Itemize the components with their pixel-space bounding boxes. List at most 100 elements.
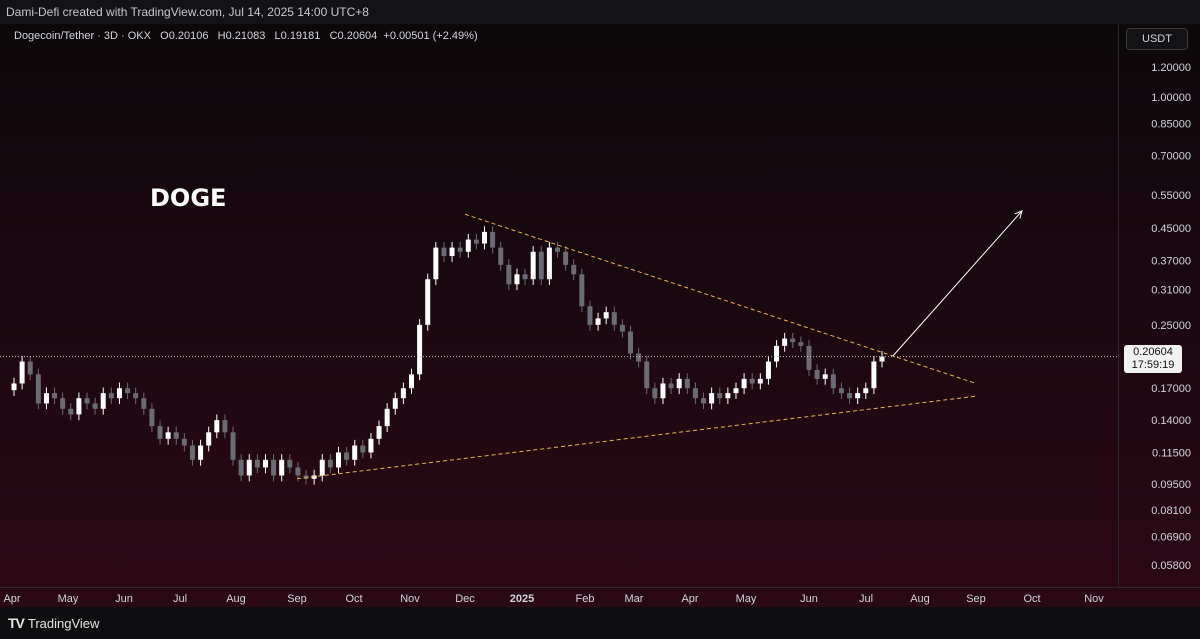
time-axis[interactable]: Apr May Jun Jul Aug Sep Oct Nov Dec 2025 Feb Mar Apr… xyxy=(0,587,1200,608)
candle-body xyxy=(717,393,723,399)
price-tick-label: 1.20000 xyxy=(1151,62,1191,74)
price-tick-label: 0.11500 xyxy=(1152,447,1191,459)
candle-body xyxy=(230,432,236,460)
low-value: 0.19181 xyxy=(280,30,321,42)
candle-body xyxy=(92,403,98,409)
candle-body xyxy=(611,312,617,325)
candle-body xyxy=(360,445,366,453)
candle-body xyxy=(173,432,179,439)
time-tick-label: Apr xyxy=(3,593,20,605)
candle-body xyxy=(433,247,439,280)
candle-body xyxy=(368,438,374,453)
time-tick-label: Jun xyxy=(115,593,133,605)
candle-body xyxy=(546,247,552,280)
candle-body xyxy=(157,426,163,439)
time-tick-label: May xyxy=(58,593,79,605)
price-axis[interactable]: 1.20000 1.00000 0.85000 0.70000 0.55000 0.450… xyxy=(1118,24,1200,587)
candle-body xyxy=(538,251,544,280)
candle-body xyxy=(652,388,658,399)
time-tick-label: Sep xyxy=(287,593,307,605)
candle-body xyxy=(198,445,204,460)
candle-body xyxy=(636,353,642,362)
footer-brand: TradingView xyxy=(27,615,100,631)
candle-body xyxy=(465,239,471,252)
price-tick-label: 0.31000 xyxy=(1151,284,1191,296)
attribution-text: Dami-Defi created with TradingView.com, … xyxy=(6,5,369,19)
candle-body xyxy=(692,388,698,399)
candle-body xyxy=(847,393,853,399)
time-tick-label: Jul xyxy=(173,593,187,605)
candle-body xyxy=(319,459,325,476)
open-label: O xyxy=(160,30,169,42)
candle-body xyxy=(684,378,690,389)
low-label: L xyxy=(274,30,281,42)
candle-body xyxy=(76,398,82,415)
close-value: 0.20604 xyxy=(337,30,378,42)
candle-body xyxy=(303,475,309,479)
close-label: C xyxy=(329,30,338,42)
candle-body xyxy=(295,467,301,476)
candle-body xyxy=(344,452,350,460)
candle-body xyxy=(587,306,593,325)
candle-body xyxy=(782,338,788,346)
price-tick-label: 0.08100 xyxy=(1151,505,1191,517)
candle-body xyxy=(189,445,195,460)
price-tick-label: 0.06900 xyxy=(1151,531,1191,543)
candle-body xyxy=(701,398,707,404)
footer-bar: TV TradingView xyxy=(0,607,1200,639)
tradingview-logo-icon: TV xyxy=(8,615,25,631)
candle-body xyxy=(11,383,17,391)
candle-body xyxy=(417,324,423,375)
candle-body xyxy=(838,388,844,394)
candlestick-chart[interactable] xyxy=(0,24,1118,587)
candle-body xyxy=(676,378,682,389)
candle-body xyxy=(457,247,463,252)
candle-body xyxy=(628,331,634,354)
symbol-name: Dogecoin/Tether · 3D · OKX xyxy=(14,30,151,42)
candle-body xyxy=(473,239,479,244)
open-value: 0.20106 xyxy=(168,30,209,42)
chart-area[interactable] xyxy=(0,24,1118,587)
trendline-lower xyxy=(296,395,977,480)
candle-body xyxy=(871,361,877,389)
candle-body xyxy=(165,432,171,439)
candle-body xyxy=(490,231,496,248)
candle-body xyxy=(603,312,609,319)
doge-annotation: DOGE xyxy=(150,184,227,212)
attribution-bar: Dami-Defi created with TradingView.com, … xyxy=(0,0,1200,24)
candle-body xyxy=(287,459,293,468)
candle-body xyxy=(733,388,739,394)
candle-body xyxy=(19,361,25,384)
candle-body xyxy=(214,420,220,433)
candle-body xyxy=(814,369,820,379)
time-tick-label: Aug xyxy=(226,593,246,605)
candle-body xyxy=(60,398,66,409)
ohlc-legend: Dogecoin/Tether · 3D · OKX O0.20106 H0.2… xyxy=(14,30,478,42)
price-tick-label: 0.85000 xyxy=(1151,119,1191,131)
candle-body xyxy=(27,361,33,375)
high-value: 0.21083 xyxy=(225,30,266,42)
candle-body xyxy=(352,445,358,460)
candle-body xyxy=(116,388,122,399)
candle-body xyxy=(668,383,674,389)
candle-body xyxy=(425,279,431,325)
candle-body xyxy=(879,356,885,362)
price-tick-label: 0.55000 xyxy=(1151,190,1191,202)
candle-body xyxy=(749,378,755,384)
candle-body xyxy=(709,393,715,404)
price-tick-label: 0.17000 xyxy=(1151,383,1191,395)
price-tick-label: 0.45000 xyxy=(1151,223,1191,235)
candle-body xyxy=(725,393,731,399)
time-tick-label: Aug xyxy=(910,593,930,605)
trendline-upper xyxy=(464,213,977,384)
change-value: +0.00501 (+2.49%) xyxy=(383,30,478,42)
candle-body xyxy=(181,438,187,446)
price-tick-label: 0.09500 xyxy=(1151,479,1191,491)
price-tick-label: 0.37000 xyxy=(1151,255,1191,267)
currency-button[interactable]: USDT xyxy=(1126,28,1188,50)
candle-body xyxy=(798,342,804,346)
countdown-timer: 17:59:19 xyxy=(1131,358,1175,371)
time-tick-label: Mar xyxy=(625,593,644,605)
price-tick-label: 0.25000 xyxy=(1151,320,1191,332)
candle-body xyxy=(855,393,861,399)
